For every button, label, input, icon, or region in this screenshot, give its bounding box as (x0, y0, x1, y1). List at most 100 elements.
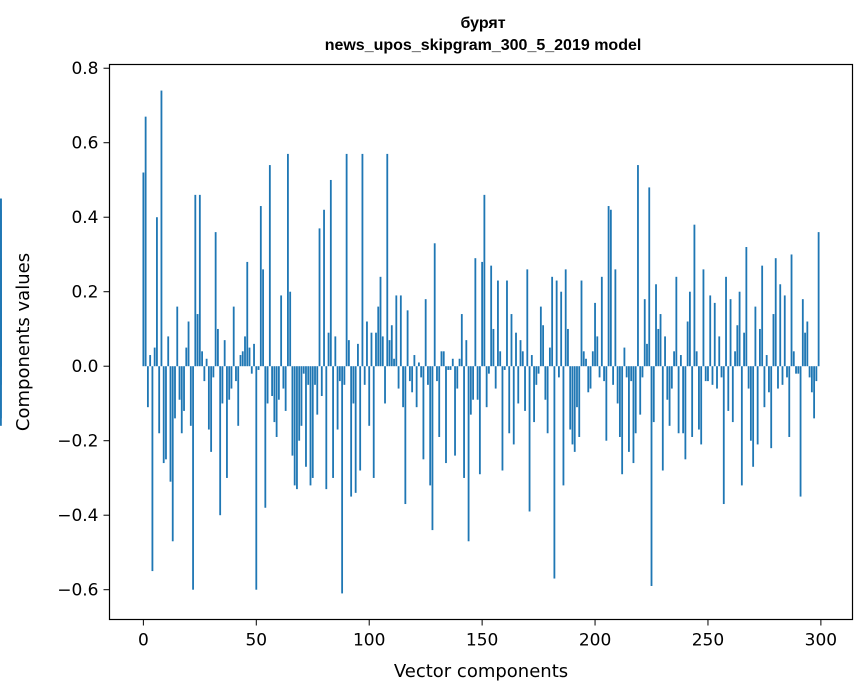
bar-207 (609, 209, 612, 367)
bar-184 (558, 366, 560, 378)
bar-76 (314, 366, 316, 385)
bar-243 (691, 366, 694, 437)
bar-22 (192, 366, 194, 590)
bar-25 (198, 194, 201, 367)
bar-30 (210, 366, 213, 452)
bar-201 (596, 336, 599, 367)
bar-262 (734, 351, 736, 367)
bar-45 (244, 336, 246, 367)
bar-129 (433, 243, 436, 367)
bar-290 (797, 366, 800, 374)
bar-241 (686, 321, 689, 367)
bar-205 (605, 366, 608, 441)
x-tick-label: 0 (138, 631, 149, 651)
bar-173 (533, 366, 535, 423)
bar-51 (257, 366, 260, 370)
bar-123 (420, 366, 423, 378)
bar-168 (521, 351, 524, 367)
bar-210 (616, 366, 619, 404)
bar-158 (499, 351, 502, 367)
bar-273 (759, 328, 761, 367)
bar-141 (460, 314, 463, 367)
bar-43 (239, 355, 242, 367)
bar-266 (743, 332, 746, 367)
bar-202 (598, 366, 601, 378)
bar-135 (447, 366, 450, 370)
bar-undefined (0, 198, 2, 367)
bar-276 (765, 355, 768, 367)
bar-234 (670, 366, 673, 389)
bar-118 (408, 366, 411, 382)
bar-217 (632, 366, 635, 464)
bar-269 (749, 366, 752, 441)
bar-91 (347, 340, 350, 367)
bar-254 (716, 366, 718, 389)
bar-232 (666, 366, 669, 400)
bar-127 (429, 366, 432, 486)
bar-154 (490, 265, 493, 367)
bar-133 (442, 351, 445, 367)
bar-100 (368, 366, 371, 426)
chart-title-line-1: бурят (460, 15, 505, 32)
bar-170 (526, 269, 529, 367)
bar-142 (463, 366, 465, 478)
bar-3 (149, 355, 152, 367)
bar-249 (704, 366, 707, 382)
bar-224 (648, 187, 651, 367)
bar-193 (578, 366, 581, 437)
bar-279 (772, 314, 775, 367)
bar-215 (628, 366, 630, 452)
bar-70 (300, 366, 303, 426)
bar-169 (524, 366, 526, 411)
bar-9 (162, 366, 165, 464)
bar-55 (266, 366, 269, 404)
bar-53 (262, 269, 264, 367)
bar-297 (813, 366, 816, 419)
bar-292 (801, 299, 804, 367)
bar-93 (352, 366, 355, 404)
bar-247 (700, 366, 703, 445)
bar-98 (363, 366, 366, 385)
bar-82 (327, 332, 330, 367)
bar-230 (661, 366, 664, 471)
bar-73 (307, 366, 310, 385)
bar-197 (587, 366, 590, 393)
y-axis-ticks: −0.6 −0.4 −0.2 0.0 0.2 0.4 0.6 0.8 (57, 59, 110, 601)
bar-137 (451, 358, 454, 367)
bar-134 (445, 366, 447, 464)
bar-7 (158, 366, 161, 434)
bar-281 (777, 366, 779, 389)
bar-274 (761, 265, 764, 367)
bar-41 (235, 366, 237, 382)
x-tick-label: 150 (466, 631, 498, 651)
bar-52 (259, 206, 262, 367)
bar-144 (467, 366, 470, 542)
bar-227 (655, 284, 657, 367)
bar-185 (560, 291, 563, 367)
bar-67 (293, 366, 296, 486)
bar-198 (589, 366, 592, 389)
bar-86 (336, 366, 339, 430)
bar-54 (264, 366, 267, 508)
bar-121 (415, 366, 418, 408)
bar-228 (657, 328, 660, 367)
bar-165 (515, 332, 517, 367)
bar-186 (562, 366, 565, 486)
bar-221 (641, 366, 644, 378)
bar-75 (311, 366, 314, 478)
bar-149 (478, 366, 481, 475)
bar-18 (183, 366, 185, 411)
bar-270 (752, 366, 755, 467)
bar-28 (205, 358, 208, 367)
bar-14 (174, 366, 176, 419)
bar-27 (203, 366, 206, 382)
x-tick-label: 250 (692, 631, 724, 651)
bar-48 (250, 366, 253, 374)
y-tick-label: −0.6 (57, 581, 98, 601)
bar-196 (585, 358, 587, 367)
bar-244 (693, 224, 696, 367)
bar-263 (736, 325, 739, 367)
bar-289 (795, 366, 797, 374)
